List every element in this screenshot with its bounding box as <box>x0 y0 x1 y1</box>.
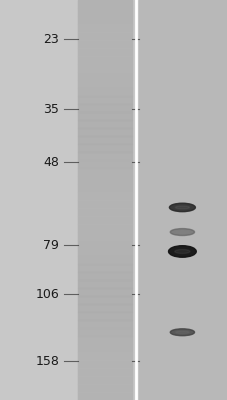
Bar <box>77 144 132 152</box>
Ellipse shape <box>168 246 195 257</box>
Bar <box>77 152 132 160</box>
Bar <box>77 192 132 200</box>
Bar <box>77 48 132 56</box>
Bar <box>77 184 132 192</box>
Bar <box>77 104 132 112</box>
Bar <box>77 224 132 232</box>
Bar <box>77 128 132 136</box>
Bar <box>77 88 132 96</box>
Bar <box>77 248 132 256</box>
Text: 106: 106 <box>35 288 59 301</box>
Bar <box>77 24 132 32</box>
Bar <box>77 136 132 144</box>
Bar <box>77 344 132 352</box>
Bar <box>77 168 132 176</box>
Bar <box>77 272 132 280</box>
Bar <box>77 296 132 304</box>
Bar <box>77 392 132 400</box>
Bar <box>77 360 132 368</box>
Bar <box>77 160 132 168</box>
Bar <box>77 0 132 8</box>
Bar <box>77 120 132 128</box>
Bar <box>77 112 132 120</box>
Bar <box>77 200 132 208</box>
Bar <box>77 0 132 400</box>
Bar <box>77 264 132 272</box>
Text: 23: 23 <box>43 33 59 46</box>
Bar <box>77 352 132 360</box>
Bar <box>77 312 132 320</box>
Bar <box>77 208 132 216</box>
Bar <box>77 256 132 264</box>
Bar <box>77 280 132 288</box>
Bar <box>77 216 132 224</box>
Ellipse shape <box>175 206 189 209</box>
Ellipse shape <box>175 331 188 334</box>
Text: 48: 48 <box>43 156 59 168</box>
Bar <box>77 320 132 328</box>
Bar <box>77 32 132 40</box>
Bar <box>77 328 132 336</box>
Text: 79: 79 <box>43 239 59 252</box>
Ellipse shape <box>169 203 195 212</box>
Bar <box>77 368 132 376</box>
Bar <box>77 72 132 80</box>
Bar <box>77 56 132 64</box>
Bar <box>138 0 225 400</box>
Ellipse shape <box>175 231 188 233</box>
Bar <box>77 176 132 184</box>
Bar <box>77 240 132 248</box>
Bar <box>77 96 132 104</box>
Ellipse shape <box>174 250 189 254</box>
Ellipse shape <box>170 329 194 336</box>
Ellipse shape <box>170 228 194 236</box>
Bar <box>77 384 132 392</box>
Bar <box>77 8 132 16</box>
Bar <box>77 336 132 344</box>
Text: 158: 158 <box>35 354 59 368</box>
Bar <box>77 40 132 48</box>
Bar <box>77 80 132 88</box>
Bar <box>77 376 132 384</box>
Bar <box>77 232 132 240</box>
Bar <box>77 304 132 312</box>
Bar <box>77 288 132 296</box>
Bar <box>77 16 132 24</box>
Bar <box>77 64 132 72</box>
Text: 35: 35 <box>43 103 59 116</box>
